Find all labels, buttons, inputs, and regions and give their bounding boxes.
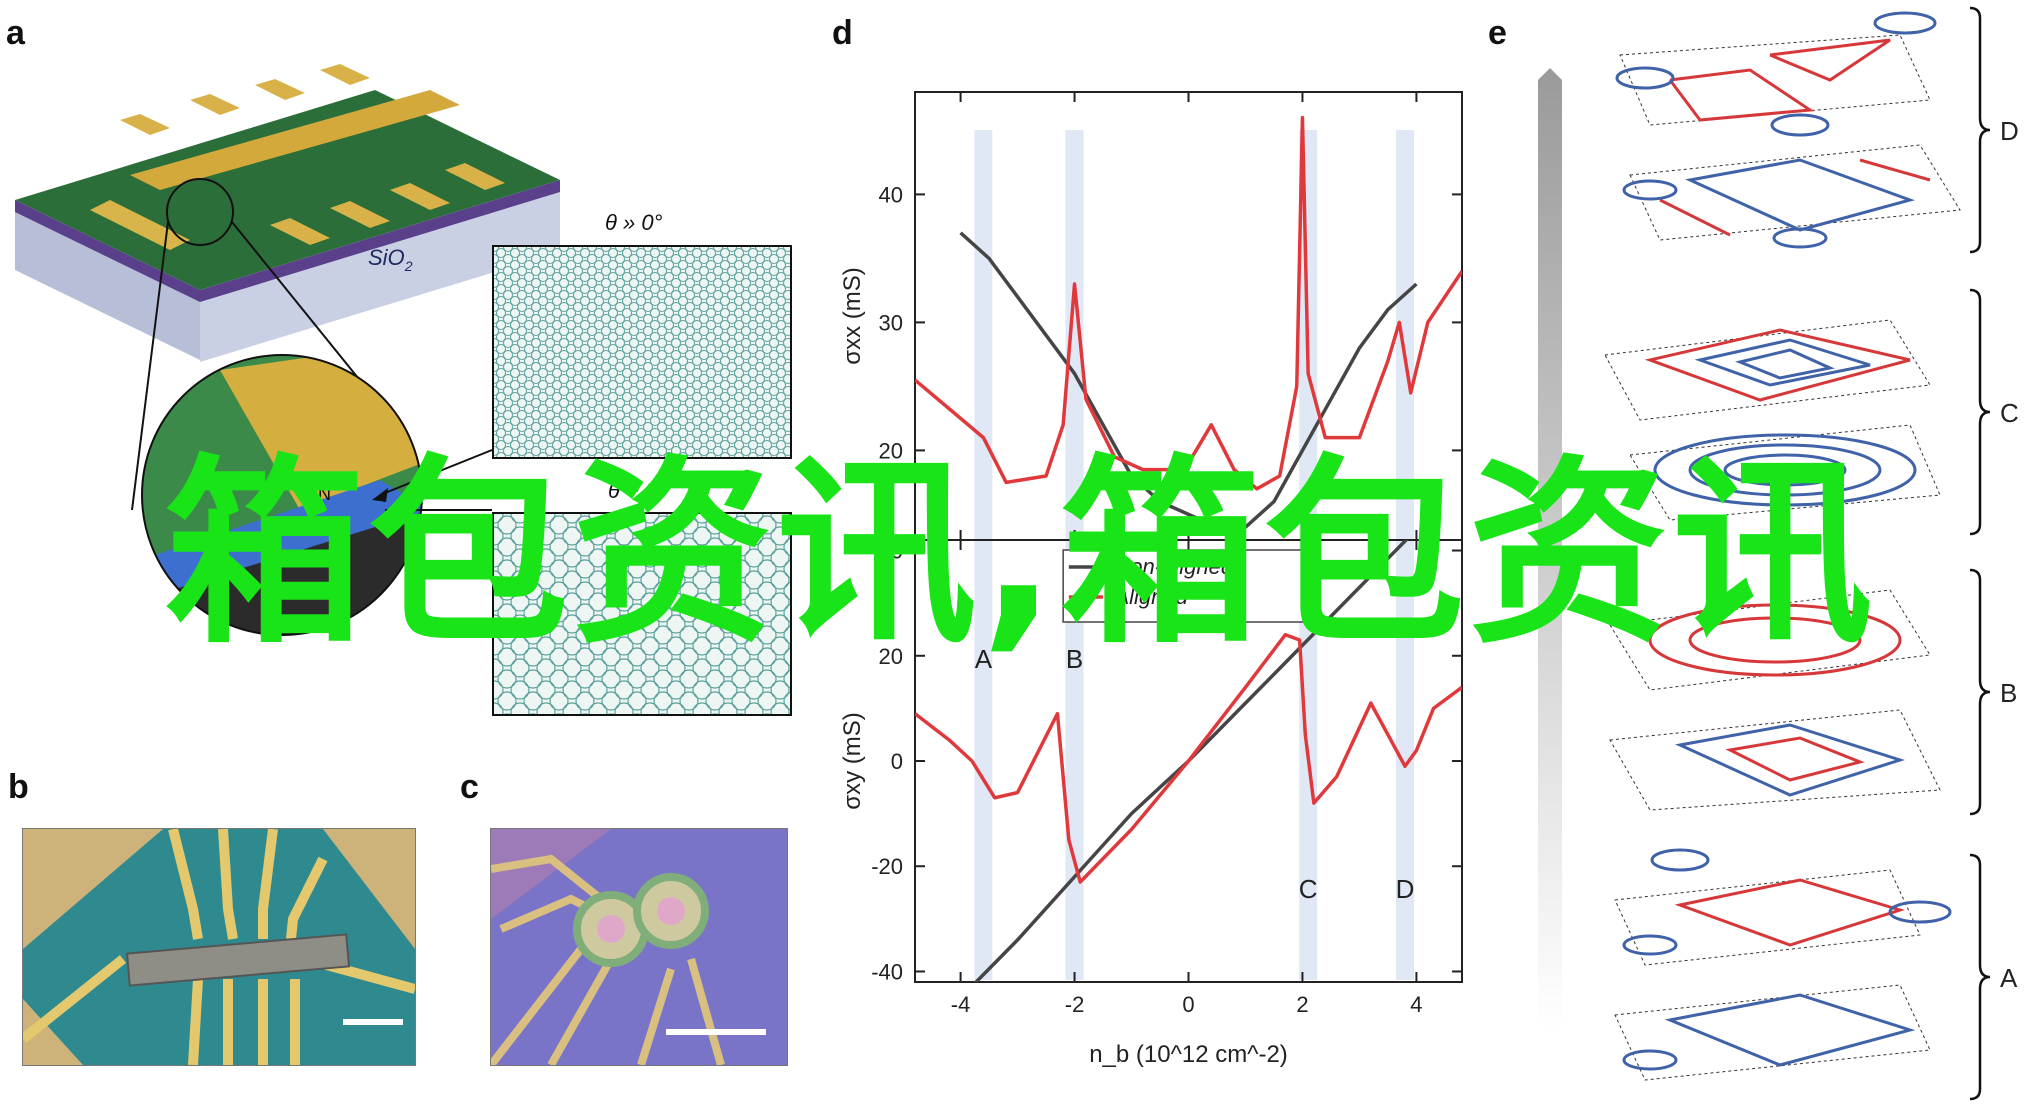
panel-c-letter: c xyxy=(460,768,479,806)
legend-box xyxy=(1062,549,1304,623)
x-axis-label: n_b (10^12 cm^-2) xyxy=(1089,1041,1288,1068)
group-label-a: A xyxy=(2000,963,2018,993)
series-line-sxx-0 xyxy=(959,231,1418,529)
device-left-face xyxy=(15,200,200,360)
inset-top-title: θ » 0° xyxy=(605,210,663,235)
panel-e-fermi-contours: D C B A xyxy=(1538,6,2019,1101)
scale-bar-c xyxy=(666,1029,766,1035)
y-tick-label-sxy: -20 xyxy=(871,854,903,879)
resonance-label-c: C xyxy=(1299,874,1318,904)
density-arrow xyxy=(1538,68,1562,1030)
resonance-band xyxy=(1299,130,1318,980)
y-tick-label-sxy: 20 xyxy=(879,644,903,669)
inset-bottom-title: θ ~ 0° xyxy=(608,478,667,503)
y-axis-label-sxy: σxy (mS) xyxy=(839,712,866,809)
zoom-label-2: r xyxy=(300,549,306,569)
group-label-c: C xyxy=(2000,398,2019,428)
group-label-b: B xyxy=(2000,678,2017,708)
x-tick-label: 2 xyxy=(1296,992,1308,1017)
contour-group-d xyxy=(1615,11,1961,249)
y-tick-label-sxy: 0 xyxy=(891,749,903,774)
y-tick-label-sxx: 40 xyxy=(879,182,903,207)
x-tick-label: 0 xyxy=(1182,992,1194,1017)
y-tick-label-sxx: 20 xyxy=(879,438,903,463)
group-label-d: D xyxy=(2000,116,2019,146)
substrate-label: SiO2 xyxy=(368,245,413,274)
device-right-face xyxy=(200,180,560,362)
resonance-label-a: A xyxy=(975,644,993,674)
x-tick-label: 4 xyxy=(1410,992,1422,1017)
x-tick-label: -2 xyxy=(1065,992,1085,1017)
x-tick-label: -4 xyxy=(951,992,971,1017)
y-tick-label-sxy: -40 xyxy=(871,959,903,984)
inset-bottom-lattice xyxy=(492,512,792,716)
zoom-label-3: BN xyxy=(300,614,325,634)
series-line-sxy-1 xyxy=(915,632,1462,884)
panel-d-letter: d xyxy=(832,14,853,52)
y-tick-label-sxy: 40 xyxy=(879,539,903,564)
panel-b-device-photo xyxy=(22,828,416,1066)
contour-group-a xyxy=(1614,848,1952,1081)
contour-group-c xyxy=(1604,319,1941,521)
resonance-label-d: D xyxy=(1396,874,1415,904)
y-axis-label-sxx: σxx (mS) xyxy=(839,267,866,364)
inset-top-lattice xyxy=(492,245,792,459)
contour-group-b xyxy=(1609,589,1941,811)
panel-e-letter: e xyxy=(1488,14,1507,52)
zoom-source-circle xyxy=(166,178,234,246)
panel-a-letter: a xyxy=(6,14,25,52)
zoom-label-1: N xyxy=(318,484,331,504)
legend-label-0: Non-aligned xyxy=(1114,554,1233,579)
panel-a-device-illustration: SiO2 N r BN xyxy=(15,64,560,636)
group-brackets xyxy=(1969,6,1991,1101)
watermark-overlay: 箱包资讯,箱包资讯 xyxy=(164,438,1877,671)
scale-bar-b xyxy=(343,1019,403,1025)
legend-label-1: Aligned xyxy=(1112,584,1188,609)
panel-c-device-photo xyxy=(490,828,788,1066)
series-line-sxx-1 xyxy=(915,115,1462,491)
panel-b-letter: b xyxy=(8,768,29,806)
resonance-band xyxy=(1396,130,1415,980)
y-tick-label-sxx: 30 xyxy=(879,310,903,335)
resonance-band xyxy=(974,130,993,980)
resonance-label-b: B xyxy=(1066,644,1083,674)
